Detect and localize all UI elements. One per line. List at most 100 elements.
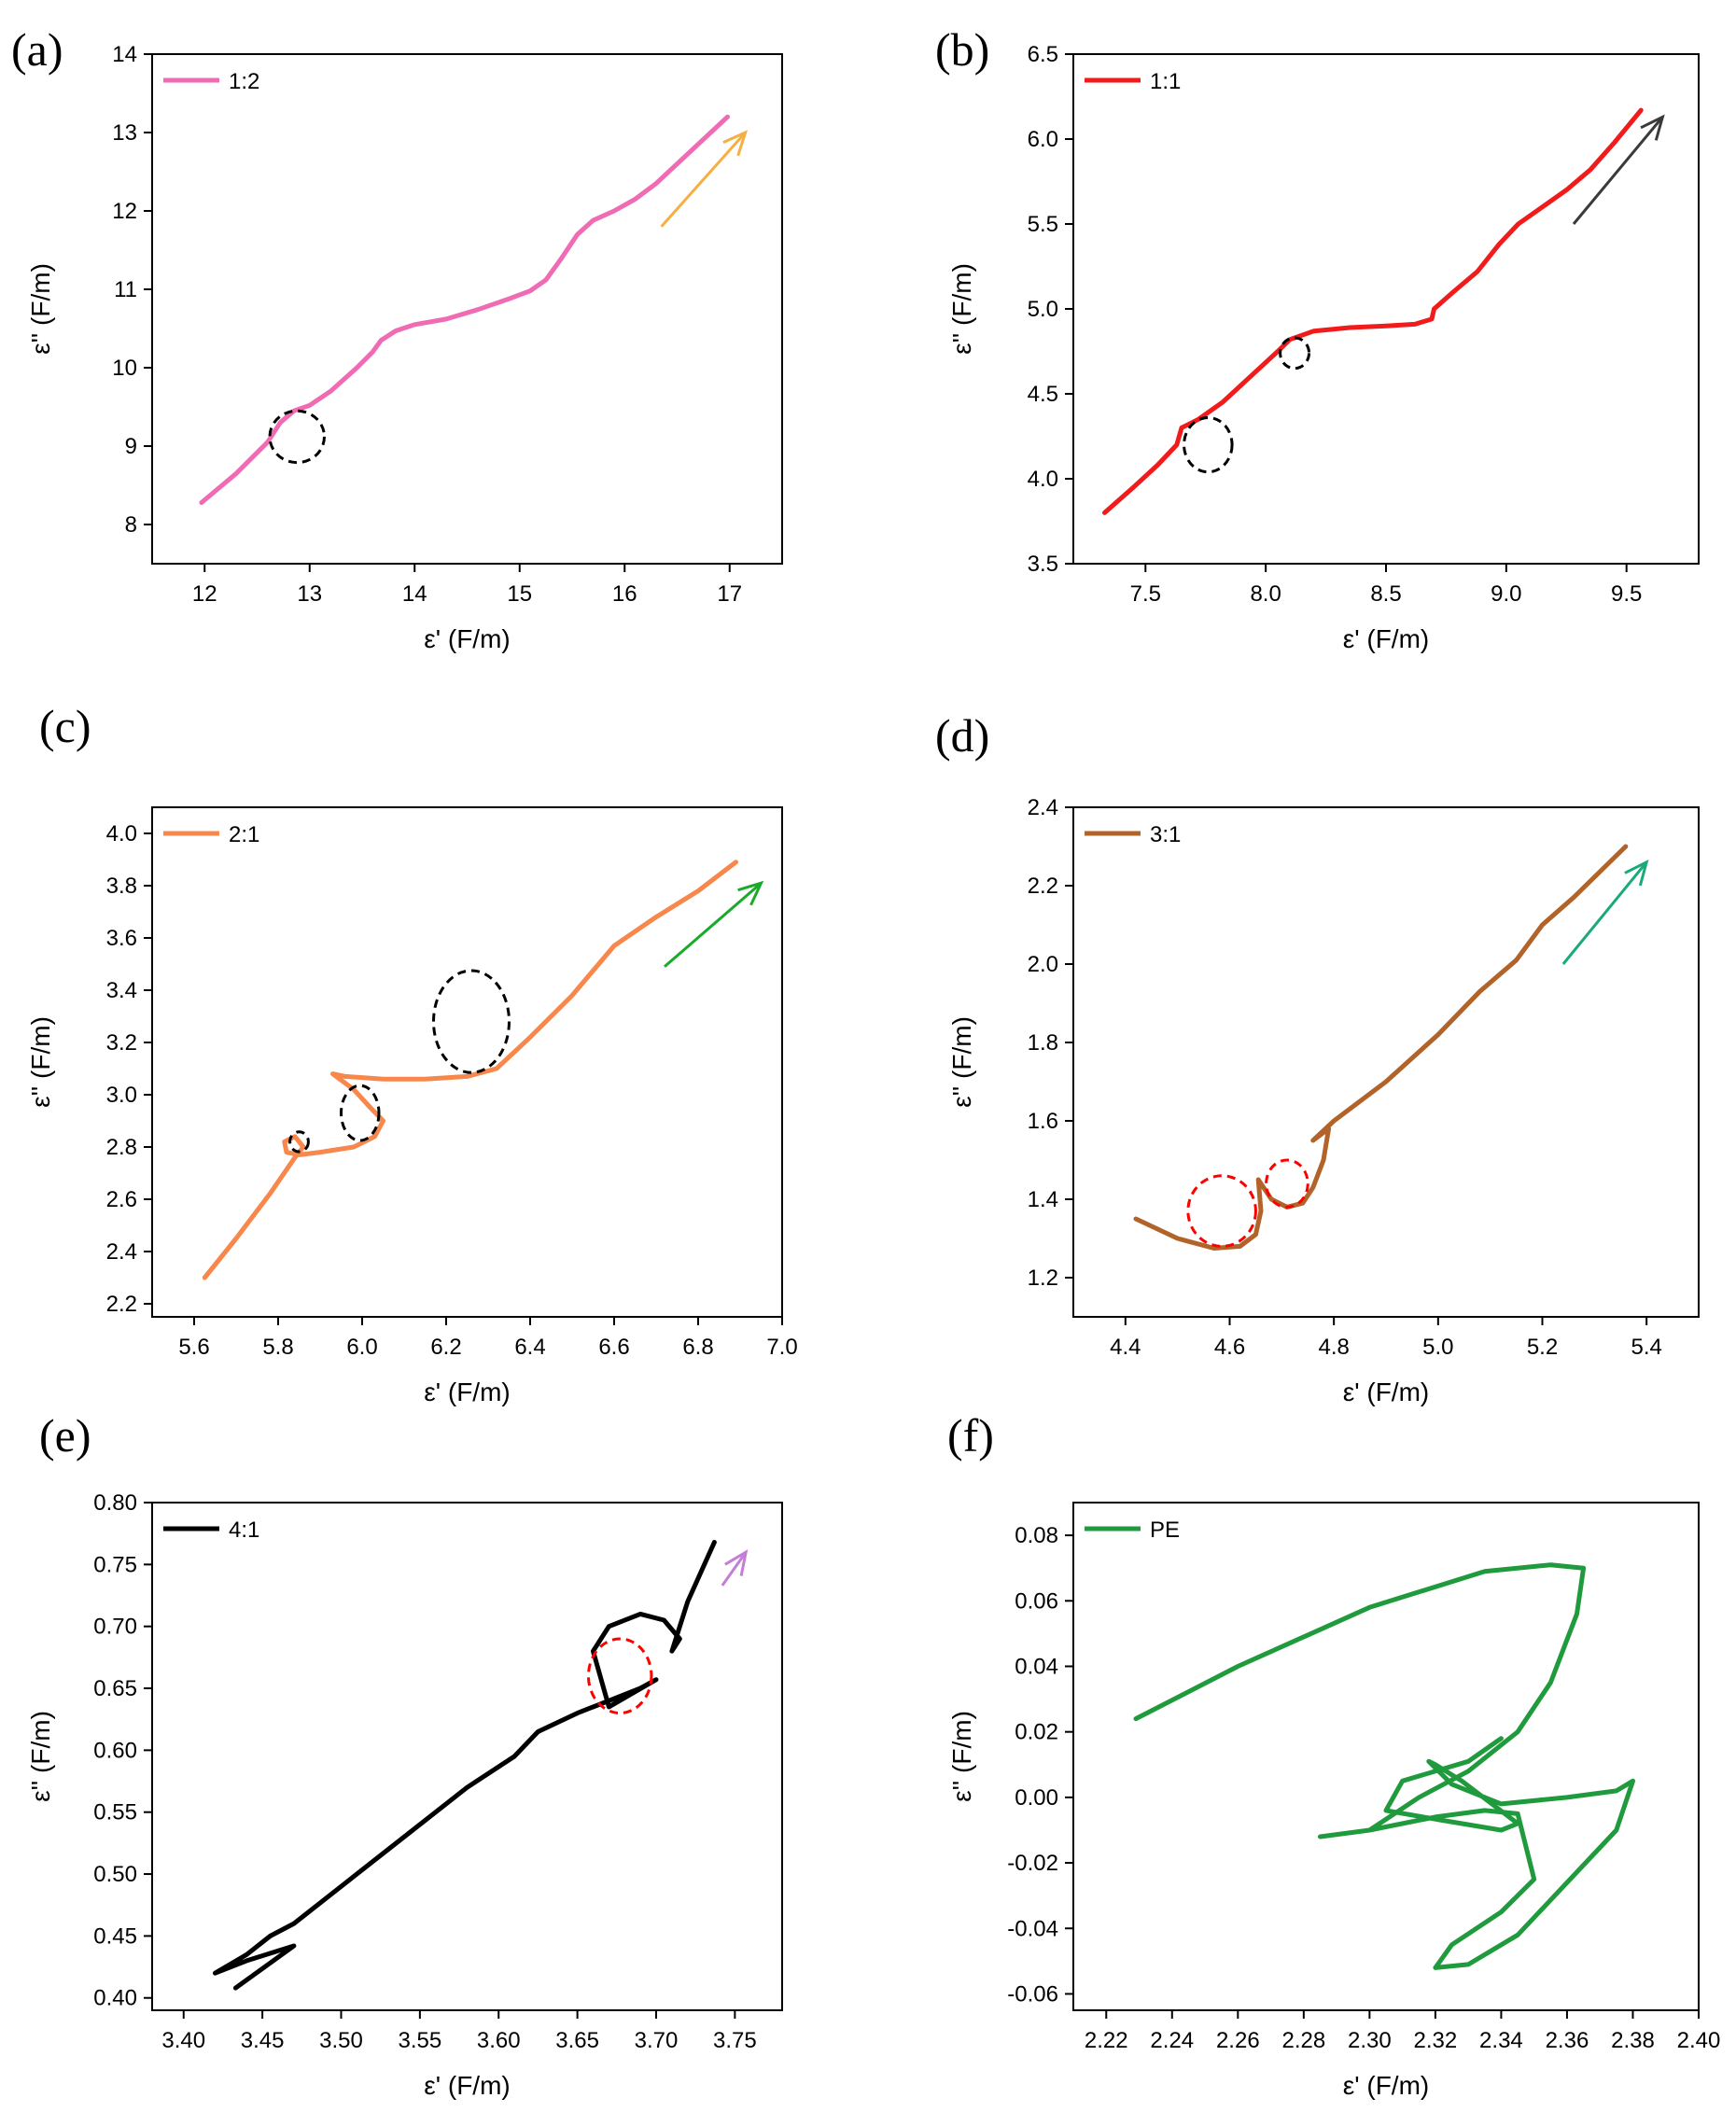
- annotation-circle: [432, 969, 511, 1074]
- x-tick-label: 9.5: [1611, 581, 1642, 607]
- x-tick-label: 2.38: [1611, 2028, 1655, 2053]
- y-tick-label: 2.2: [1028, 874, 1058, 899]
- y-tick-label: -0.04: [1007, 1916, 1058, 1941]
- y-tick-label: 0.65: [93, 1676, 137, 1701]
- series-line: [213, 1540, 717, 1991]
- y-tick-label: 2.4: [106, 1239, 137, 1265]
- x-tick-label: 6.0: [346, 1335, 377, 1360]
- y-axis-title: ε'' (F/m): [26, 1711, 55, 1802]
- x-axis-title: ε' (F/m): [424, 1378, 510, 1406]
- y-tick-label: 0.75: [93, 1552, 137, 1577]
- y-tick-label: 1.2: [1028, 1266, 1058, 1291]
- x-tick-label: 5.2: [1527, 1335, 1558, 1360]
- x-tick-label: 2.36: [1546, 2028, 1589, 2053]
- x-tick-label: 6.2: [430, 1335, 461, 1360]
- y-tick-label: 13: [112, 120, 137, 146]
- y-tick-label: 12: [112, 199, 137, 224]
- chart-panel-c: (c) 5.6 5.8 6.0 6.2 6.4 6.6 6.8 7.0 2.2 2.4 2.6 2.8 3…: [26, 700, 798, 1406]
- plot-frame: [151, 806, 783, 1318]
- trend-arrow-shaft: [1572, 116, 1664, 225]
- y-tick-label: 0.60: [93, 1738, 137, 1763]
- y-tick-label: 0.70: [93, 1615, 137, 1640]
- x-tick-label: 5.8: [262, 1335, 293, 1360]
- y-tick-label: 3.5: [1028, 552, 1058, 577]
- y-tick-label: 5.0: [1028, 297, 1058, 322]
- legend-label: 4:1: [229, 1518, 259, 1543]
- x-tick-label: 7.5: [1130, 581, 1161, 607]
- x-axis-title: ε' (F/m): [424, 624, 510, 653]
- y-tick-label: 9: [125, 434, 137, 459]
- annotation-circle: [1183, 415, 1234, 474]
- x-tick-label: 3.50: [319, 2028, 363, 2053]
- x-tick-label: 7.0: [766, 1335, 797, 1360]
- chart-panel-a: (a) 12 13 14 15 16 17 8 9 10 11 12 13 14 ε' (F/m) ε'' (…: [11, 23, 783, 653]
- annotation-circle: [1279, 336, 1311, 371]
- x-tick-label: 3.65: [555, 2028, 599, 2053]
- x-tick-label: 2.26: [1216, 2028, 1260, 2053]
- trend-arrow-head: [722, 130, 749, 157]
- series-line: [202, 860, 738, 1280]
- annotation-circle: [268, 409, 326, 465]
- x-tick-label: 3.55: [399, 2028, 442, 2053]
- x-tick-label: 16: [612, 581, 637, 607]
- x-tick-label: 4.4: [1110, 1335, 1141, 1360]
- chart-panel-b: (b) 7.5 8.0 8.5 9.0 9.5 3.5 4.0 4.5 5.0 5.5 6.0 6.5 ε…: [935, 23, 1700, 653]
- x-tick-label: 3.60: [477, 2028, 521, 2053]
- x-tick-label: 6.8: [682, 1335, 713, 1360]
- series-line: [1133, 1562, 1635, 1970]
- y-tick-label: 0.00: [1015, 1785, 1058, 1811]
- legend-label: 1:1: [1150, 69, 1181, 94]
- x-tick-label: 2.30: [1348, 2028, 1392, 2053]
- trend-arrow-shaft: [1561, 860, 1648, 965]
- x-tick-label: 3.75: [713, 2028, 757, 2053]
- x-tick-label: 9.0: [1491, 581, 1521, 607]
- y-axis-title: ε'' (F/m): [947, 1711, 976, 1802]
- x-tick-label: 13: [297, 581, 322, 607]
- y-axis-title: ε'' (F/m): [26, 263, 55, 355]
- panel-label: (a): [11, 23, 63, 76]
- chart-panel-f: (f) 2.22 2.24 2.26 2.28 2.30 2.32 2.34 2.36 2.38 2…: [947, 1409, 1720, 2100]
- panel-label: (e): [39, 1409, 91, 1462]
- y-tick-label: 2.6: [106, 1187, 137, 1212]
- y-tick-label: 3.6: [106, 926, 137, 951]
- y-tick-label: 0.08: [1015, 1523, 1058, 1548]
- y-tick-label: 5.5: [1028, 212, 1058, 237]
- panel-label: (f): [947, 1409, 994, 1462]
- y-tick-label: 11: [114, 277, 137, 302]
- y-tick-label: 3.0: [106, 1083, 137, 1108]
- y-axis-title: ε'' (F/m): [947, 1016, 976, 1108]
- y-axis-title: ε'' (F/m): [26, 1016, 55, 1108]
- plot-frame: [1072, 1502, 1700, 2011]
- series-line: [1102, 107, 1644, 515]
- y-tick-label: 3.4: [106, 978, 137, 1003]
- y-tick-label: 4.0: [106, 821, 137, 846]
- y-tick-label: 0.06: [1015, 1588, 1058, 1614]
- x-tick-label: 17: [717, 581, 742, 607]
- x-tick-label: 5.0: [1422, 1335, 1453, 1360]
- series-line: [199, 114, 730, 505]
- x-tick-label: 2.40: [1677, 2028, 1721, 2053]
- y-tick-label: 6.5: [1028, 42, 1058, 67]
- annotation-circle: [1265, 1158, 1309, 1209]
- x-tick-label: 4.6: [1214, 1335, 1245, 1360]
- y-tick-label: 0.80: [93, 1490, 137, 1516]
- y-tick-label: 0.55: [93, 1800, 137, 1825]
- x-axis-title: ε' (F/m): [424, 2071, 510, 2100]
- x-axis-title: ε' (F/m): [1343, 624, 1429, 653]
- plot-frame: [1072, 806, 1700, 1318]
- legend-label: 1:2: [229, 69, 259, 94]
- panel-label: (c): [39, 700, 91, 752]
- y-tick-label: 0.45: [93, 1923, 137, 1949]
- legend-label: 3:1: [1150, 822, 1181, 847]
- x-axis-title: ε' (F/m): [1343, 1378, 1429, 1406]
- x-tick-label: 2.34: [1479, 2028, 1523, 2053]
- x-tick-label: 4.8: [1318, 1335, 1349, 1360]
- legend-label: PE: [1150, 1518, 1180, 1543]
- x-tick-label: 6.6: [598, 1335, 629, 1360]
- annotation-circle: [1186, 1174, 1257, 1248]
- y-axis-title: ε'' (F/m): [947, 263, 976, 355]
- x-tick-label: 5.4: [1631, 1335, 1661, 1360]
- y-tick-label: 8: [125, 512, 137, 538]
- x-tick-label: 2.28: [1281, 2028, 1325, 2053]
